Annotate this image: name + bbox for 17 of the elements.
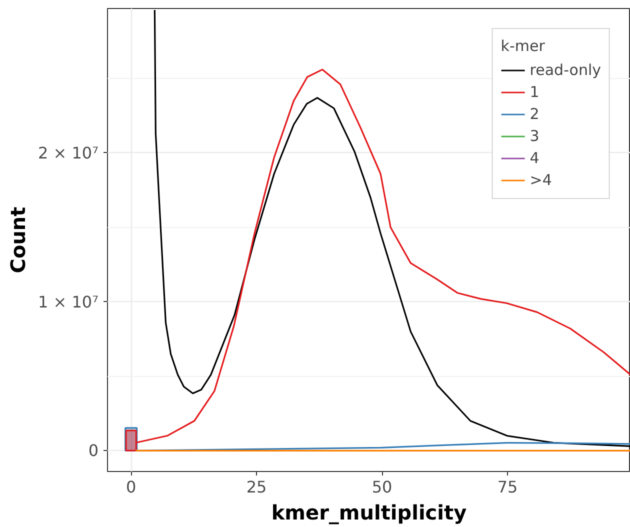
y-tick-label: 1 × 10⁷ xyxy=(38,292,98,312)
x-tick-label: 75 xyxy=(497,478,518,496)
legend-label: read-only xyxy=(530,61,601,79)
legend-label: >4 xyxy=(530,171,552,189)
x-axis-title: kmer_multiplicity xyxy=(271,500,467,524)
legend-label: 4 xyxy=(530,149,540,167)
legend-label: 3 xyxy=(530,127,540,145)
y-tick-label: 0 xyxy=(88,441,99,460)
legend-label: 1 xyxy=(530,83,540,101)
y-axis-title: Count xyxy=(6,206,30,274)
line-series xyxy=(154,9,630,447)
legend-label: 2 xyxy=(530,105,540,123)
x-tick-label: 0 xyxy=(126,478,136,496)
legend-title: k-mer xyxy=(500,37,546,55)
x-tick-label: 25 xyxy=(246,478,267,496)
y-tick-label: 2 × 10⁷ xyxy=(38,143,98,162)
x-tick-label: 50 xyxy=(372,478,392,496)
